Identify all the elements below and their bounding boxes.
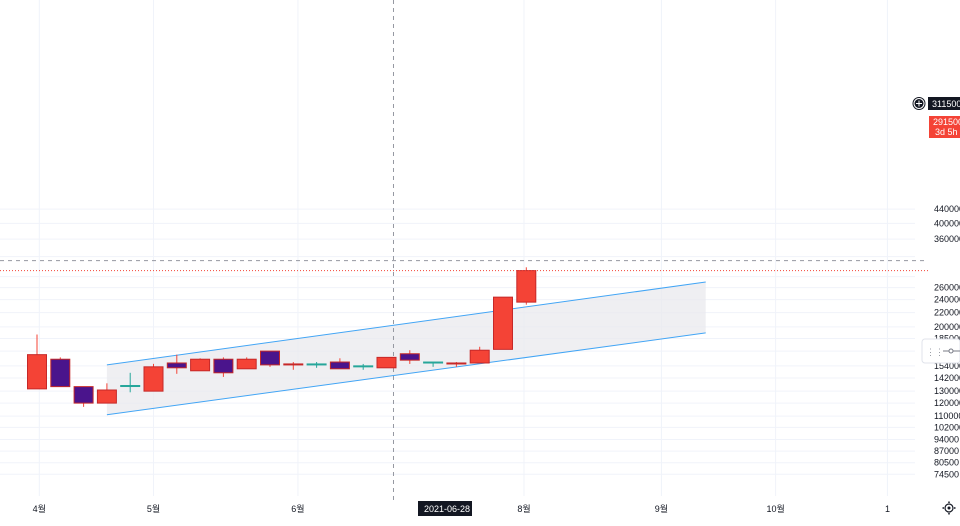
candle	[283, 362, 304, 370]
candle	[446, 362, 467, 367]
candle-body	[516, 270, 537, 303]
candle	[27, 334, 47, 390]
candle-body	[120, 385, 141, 388]
candle-body	[50, 358, 71, 388]
candle-body	[260, 350, 280, 366]
y-tick-label: 80500	[934, 458, 959, 468]
candle	[73, 386, 94, 407]
candle	[190, 358, 211, 372]
candle	[213, 357, 234, 377]
parallel-channel[interactable]	[106, 281, 706, 416]
channel-upper-line	[106, 281, 706, 366]
candle-body	[213, 358, 234, 374]
x-tick-label: 5월	[147, 503, 160, 514]
last-price-badge: 291500 3d 5h	[929, 116, 960, 138]
candle	[399, 350, 420, 364]
settings-gear-icon[interactable]	[942, 501, 956, 515]
candle	[166, 354, 187, 374]
y-tick-label: 110000	[934, 411, 960, 421]
y-tick-label: 240000	[934, 295, 960, 305]
channel-fill	[106, 282, 706, 415]
y-tick-label: 120000	[934, 398, 960, 408]
candle-body	[306, 363, 327, 366]
y-tick-label: 87000	[934, 446, 959, 456]
candle	[376, 356, 397, 369]
y-tick-label: 400000	[934, 218, 960, 228]
y-tick-label: 130000	[934, 386, 960, 396]
y-tick-label: 142000	[934, 373, 960, 383]
candle-body	[143, 366, 164, 392]
candle	[423, 361, 444, 367]
candle-body	[96, 389, 117, 404]
candle-body	[423, 361, 444, 364]
time-axis[interactable]: 154월5월6월8월9월10월1	[0, 503, 890, 514]
add-alert-button[interactable]	[912, 97, 926, 110]
y-tick-label: 200000	[934, 322, 960, 332]
y-tick-label: 220000	[934, 308, 960, 318]
candle	[260, 350, 280, 367]
candle	[493, 296, 513, 350]
candle	[143, 363, 164, 392]
crosshair-date-label: 2021-06-28	[424, 504, 470, 514]
candle-body	[236, 358, 257, 370]
y-tick-label: 94000	[934, 435, 959, 445]
candle-body	[190, 358, 211, 372]
candle	[120, 372, 141, 393]
candle	[329, 358, 350, 370]
crosshair	[0, 0, 928, 500]
candles	[27, 267, 537, 407]
candle-body	[283, 363, 304, 366]
y-tick-label: 74500	[934, 469, 959, 479]
crosshair-date-badge: 2021-06-28	[418, 501, 472, 516]
drag-dots-icon: ⋮⋮	[926, 347, 944, 357]
candle	[516, 267, 537, 305]
candle	[96, 383, 117, 404]
x-tick-label: 1	[885, 504, 890, 514]
candle-body	[329, 361, 350, 370]
last-price-label: 291500	[933, 117, 960, 127]
candle	[236, 357, 257, 370]
candle	[50, 357, 71, 388]
y-tick-label: 154000	[934, 361, 960, 371]
candle-body	[73, 386, 94, 404]
candle-body	[446, 362, 467, 365]
x-tick-label: 8월	[517, 503, 530, 514]
crosshair-price-badge: 311500	[928, 97, 960, 110]
countdown-label: 3d 5h	[935, 127, 958, 137]
x-tick-label: 9월	[655, 503, 668, 514]
candle-body	[27, 354, 47, 390]
candle-body	[469, 349, 490, 364]
candle-body	[399, 353, 420, 361]
x-tick-label: 6월	[291, 503, 304, 514]
candle-body	[376, 356, 397, 369]
candle	[306, 362, 327, 368]
y-tick-label: 260000	[934, 283, 960, 293]
y-tick-label: 440000	[934, 204, 960, 214]
candle	[353, 363, 374, 370]
x-tick-label: 4월	[33, 503, 46, 514]
x-tick-label: 10월	[766, 503, 784, 514]
crosshair-price-label: 311500	[932, 99, 960, 109]
y-tick-label: 185000	[934, 333, 960, 343]
drawing-handle[interactable]: ⋮⋮	[921, 338, 960, 364]
y-tick-label: 360000	[934, 234, 960, 244]
grid	[0, 0, 915, 496]
channel-lower-line	[106, 332, 706, 416]
candle-body	[353, 365, 374, 368]
candle-body	[493, 296, 513, 350]
candle-body	[166, 362, 187, 369]
candle	[469, 346, 490, 364]
y-tick-label: 102000	[934, 422, 960, 432]
